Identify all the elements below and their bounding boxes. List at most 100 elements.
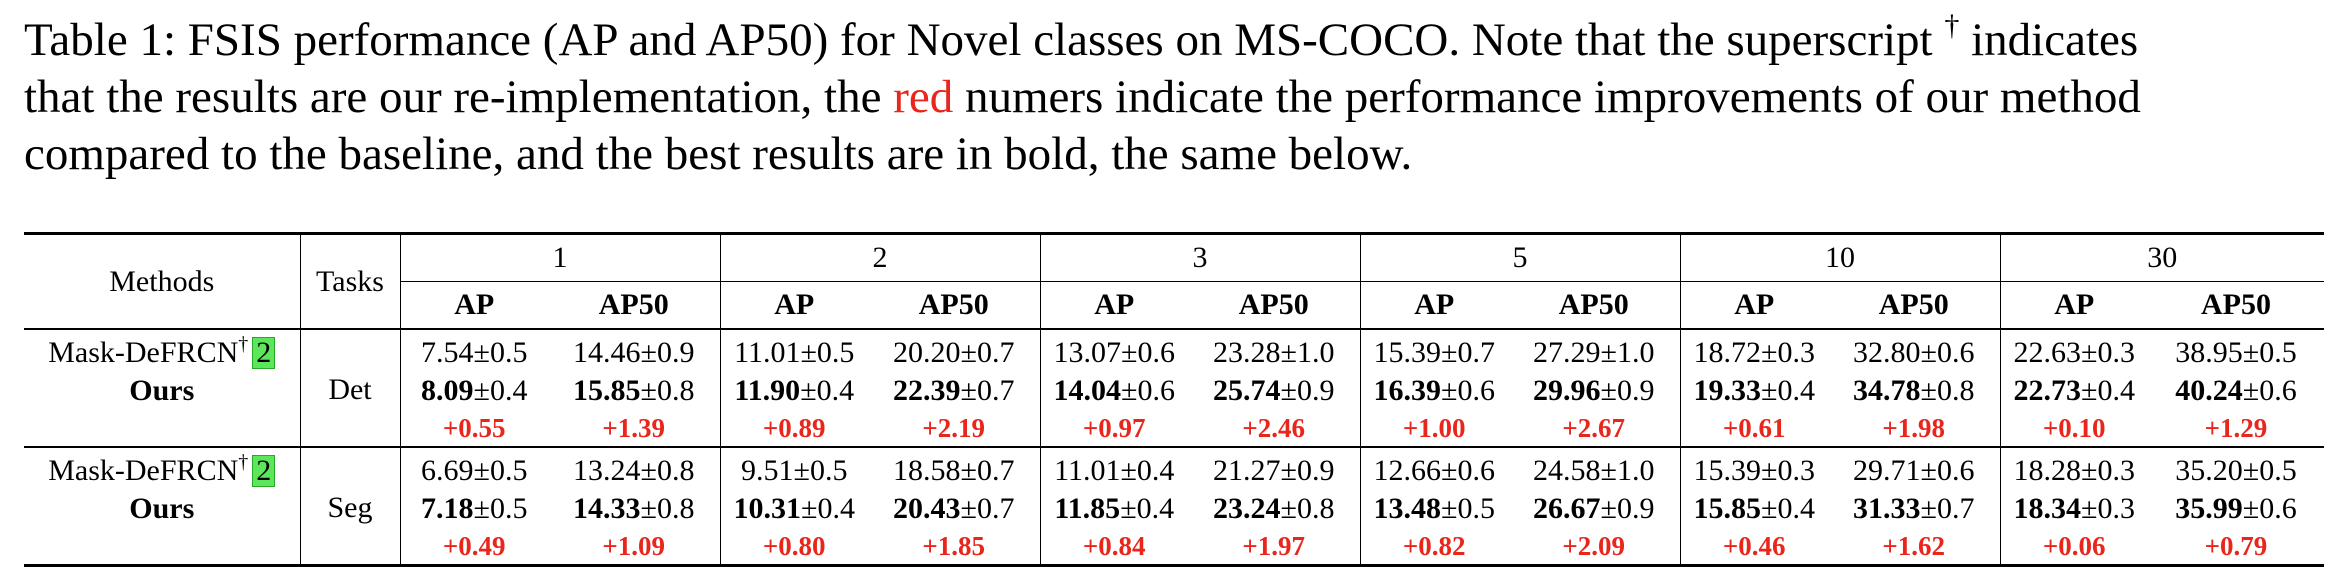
baseline-value: 22.63±0.3 — [1999, 328, 2148, 372]
ours-std: ±0.4 — [2081, 374, 2135, 407]
ours-mean: 14.04 — [1053, 374, 1122, 407]
baseline-value: 14.46±0.9 — [548, 328, 720, 372]
ours-value: 40.24±0.6 — [2148, 372, 2324, 410]
gain-value: +2.19 — [922, 412, 986, 443]
ours-value: 8.09±0.4 — [400, 372, 548, 410]
baseline-value: 21.27±0.9 — [1188, 446, 1360, 490]
ours-value: 20.43±0.7 — [868, 490, 1040, 528]
citation-link[interactable]: 2 — [252, 337, 276, 369]
header-metric-ap50: AP50 — [1238, 288, 1309, 321]
ours-value: 25.74±0.9 — [1188, 372, 1360, 410]
ours-std: ±0.6 — [1441, 374, 1495, 407]
header-shot-3: 3 — [1039, 232, 1360, 282]
caption-line-1: Table 1: FSIS performance (AP and AP50) … — [24, 11, 2324, 69]
ours-value: 18.34±0.3 — [1999, 490, 2148, 528]
baseline-value: 12.66±0.6 — [1359, 446, 1508, 490]
header-metric-ap: AP — [1359, 281, 1508, 329]
ours-value: 29.96±0.9 — [1508, 372, 1680, 410]
caption-text-2a: that the results are our re-implementati… — [24, 71, 894, 123]
baseline-value: 27.29±1.0 — [1508, 328, 1680, 372]
ours-mean: 40.24 — [2175, 374, 2243, 407]
header-metric-ap: AP — [719, 281, 868, 329]
gain-value: +1.97 — [1188, 528, 1360, 567]
ours-mean: 16.39 — [1373, 374, 1442, 407]
gain-value: +2.67 — [1562, 412, 1626, 443]
ours-value: 15.85±0.4 — [1679, 490, 1828, 528]
gain-value: +0.61 — [1679, 410, 1828, 447]
baseline-name: Mask-DeFRCN — [48, 336, 239, 369]
caption-text-2b: numers indicate the performance improvem… — [953, 71, 2141, 123]
baseline-value: 13.24±0.8 — [548, 446, 720, 490]
baseline-value: 23.28±1.0 — [1188, 328, 1360, 372]
baseline-value: 18.28±0.3 — [1999, 446, 2148, 490]
dagger-symbol: † — [238, 451, 249, 473]
ours-value: 15.85±0.8 — [548, 372, 720, 410]
baseline-value: 11.01±0.4 — [1039, 446, 1188, 490]
caption-text-1: Table 1: FSIS performance (AP and AP50) … — [24, 14, 1933, 66]
ours-mean: 29.96 — [1533, 374, 1601, 407]
header-metric-ap50: AP50 — [1878, 288, 1949, 321]
ours-std: ±0.7 — [1920, 492, 1975, 525]
caption-line-3: compared to the baseline, and the best r… — [24, 128, 1413, 180]
ours-value: 34.78±0.8 — [1828, 372, 2000, 410]
header-tasks: Tasks — [300, 232, 401, 329]
header-metric-ap: AP — [1999, 281, 2148, 329]
method-empty — [24, 528, 301, 567]
ours-value: 14.33±0.8 — [548, 490, 720, 528]
ours-mean: 19.33 — [1693, 374, 1762, 407]
ours-value: 10.31±0.4 — [719, 490, 868, 528]
method-ours: Ours — [24, 372, 301, 410]
gain-value: +0.06 — [1999, 528, 2148, 567]
ours-std: ±0.7 — [960, 374, 1015, 407]
gain-value: +0.55 — [442, 412, 506, 443]
ours-mean: 15.85 — [1693, 492, 1762, 525]
ours-std: ±0.6 — [2242, 492, 2297, 525]
ours-std: ±0.4 — [1761, 492, 1815, 525]
ours-mean: 8.09 — [421, 374, 474, 407]
gain-value: +0.97 — [1039, 410, 1188, 447]
header-shot-10: 10 — [1679, 232, 2000, 282]
gain-value: +0.49 — [400, 528, 548, 567]
ours-mean: 15.85 — [573, 374, 641, 407]
ours-value: 19.33±0.4 — [1679, 372, 1828, 410]
ours-mean: 23.24 — [1213, 492, 1281, 525]
ours-std: ±0.9 — [1280, 374, 1335, 407]
citation-link[interactable]: 2 — [252, 455, 276, 487]
header-metric-ap50: AP50 — [2201, 288, 2271, 321]
ours-mean: 10.31 — [733, 492, 802, 525]
header-metric-ap: AP — [454, 288, 495, 321]
gain-value: +1.85 — [868, 528, 1040, 567]
ours-mean: 11.85 — [1054, 492, 1121, 525]
ours-std: ±0.9 — [1600, 492, 1655, 525]
ours-std: ±0.6 — [2242, 374, 2297, 407]
ours-std: ±0.6 — [1121, 374, 1175, 407]
dagger-symbol: † — [238, 333, 249, 355]
header-shot-30: 30 — [1999, 232, 2324, 282]
gain-value: +2.09 — [1508, 528, 1680, 567]
ours-value: 26.67±0.9 — [1508, 490, 1680, 528]
gain-value: +0.89 — [719, 410, 868, 447]
baseline-value: 32.80±0.6 — [1828, 328, 2000, 372]
method-baseline: Mask-DeFRCN† 2 — [24, 446, 301, 490]
ours-value: 11.85±0.4 — [1039, 490, 1188, 528]
method-empty — [24, 410, 301, 447]
ours-value: 22.73±0.4 — [1999, 372, 2148, 410]
header-metric-ap50: AP50 — [1558, 288, 1629, 321]
ours-std: ±0.5 — [473, 492, 528, 525]
gain-value: +0.80 — [719, 528, 868, 567]
ours-std: ±0.5 — [1441, 492, 1495, 525]
baseline-value: 9.51±0.5 — [719, 446, 868, 490]
task-cell: Det — [300, 328, 401, 447]
ours-mean: 11.90 — [734, 374, 801, 407]
baseline-value: 11.01±0.5 — [719, 328, 868, 372]
caption-line-2: that the results are our re-implementati… — [24, 69, 2324, 126]
gain-value: +1.29 — [2204, 412, 2268, 443]
baseline-value: 13.07±0.6 — [1039, 328, 1188, 372]
ours-std: ±0.8 — [1920, 374, 1975, 407]
ours-value: 16.39±0.6 — [1359, 372, 1508, 410]
ours-mean: 14.33 — [573, 492, 641, 525]
ours-std: ±0.4 — [1761, 374, 1815, 407]
gain-value: +0.79 — [2148, 528, 2324, 567]
results-table: Methods Tasks 1 2 3 5 10 30 AP AP50 AP AP50 AP AP50 AP… — [24, 232, 2324, 567]
header-metric-ap: AP — [1039, 281, 1188, 329]
